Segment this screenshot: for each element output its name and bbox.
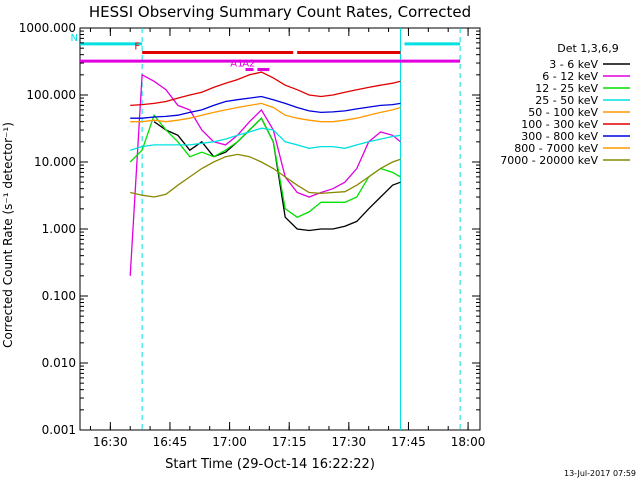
series-line	[130, 71, 401, 107]
flag-label: F	[134, 42, 140, 53]
y-tick-label: 1.000	[42, 222, 76, 236]
legend-entry-label: 100 - 300 keV	[521, 118, 598, 131]
legend-entry-label: 300 - 800 keV	[521, 130, 598, 143]
series-line	[153, 117, 401, 232]
series-line	[130, 153, 401, 198]
legend-entry-label: 3 - 6 keV	[549, 58, 598, 71]
legend-entry-label: 6 - 12 keV	[542, 70, 598, 83]
flag-label: N	[71, 33, 78, 44]
x-tick-label: 16:45	[153, 435, 188, 449]
x-axis-ticks: 16:30 16:45 17:00 17:15 17:30 17:45 18:00	[89, 28, 486, 449]
legend-entry-label: 25 - 50 keV	[535, 94, 598, 107]
y-axis-ticks: 1000.000 100.000 10.000 1.000 0.100 0.010 0.00…	[19, 21, 480, 437]
x-tick-label: 17:15	[272, 435, 307, 449]
x-tick-label: 16:30	[93, 435, 128, 449]
legend-entry-label: 50 - 100 keV	[528, 106, 598, 119]
flag-label: A2	[242, 59, 255, 70]
footer-timestamp: 13-Jul-2017 07:59	[564, 469, 636, 478]
y-axis-label: Corrected Count Rate (s⁻¹ detector⁻¹)	[1, 122, 15, 348]
y-tick-label: 1000.000	[19, 21, 76, 35]
y-tick-label: 0.010	[42, 356, 76, 370]
series-line	[129, 113, 401, 218]
vertical-markers	[141, 28, 461, 430]
series-line	[130, 102, 401, 123]
x-tick-label: 17:30	[332, 435, 367, 449]
x-tick-label: 18:00	[451, 435, 486, 449]
flag-label: A1	[230, 59, 243, 70]
y-tick-label: 0.100	[42, 289, 76, 303]
series-lines	[129, 71, 401, 276]
y-tick-label: 10.000	[34, 155, 76, 169]
x-tick-label: 17:00	[212, 435, 247, 449]
y-tick-label: 100.000	[26, 88, 76, 102]
chart-title: HESSI Observing Summary Count Rates, Cor…	[89, 3, 471, 21]
series-line	[129, 73, 401, 276]
series-line	[130, 95, 401, 119]
x-axis-label: Start Time (29-Oct-14 16:22:22)	[165, 457, 375, 472]
y-tick-label: 0.001	[42, 423, 76, 437]
legend-entry-label: 800 - 7000 keV	[514, 142, 598, 155]
legend-title: Det 1,3,6,9	[557, 42, 619, 55]
legend-entry-label: 7000 - 20000 keV	[500, 154, 598, 167]
series-line	[130, 127, 401, 151]
x-tick-label: 17:45	[391, 435, 426, 449]
legend-entry-label: 12 - 25 keV	[535, 82, 598, 95]
